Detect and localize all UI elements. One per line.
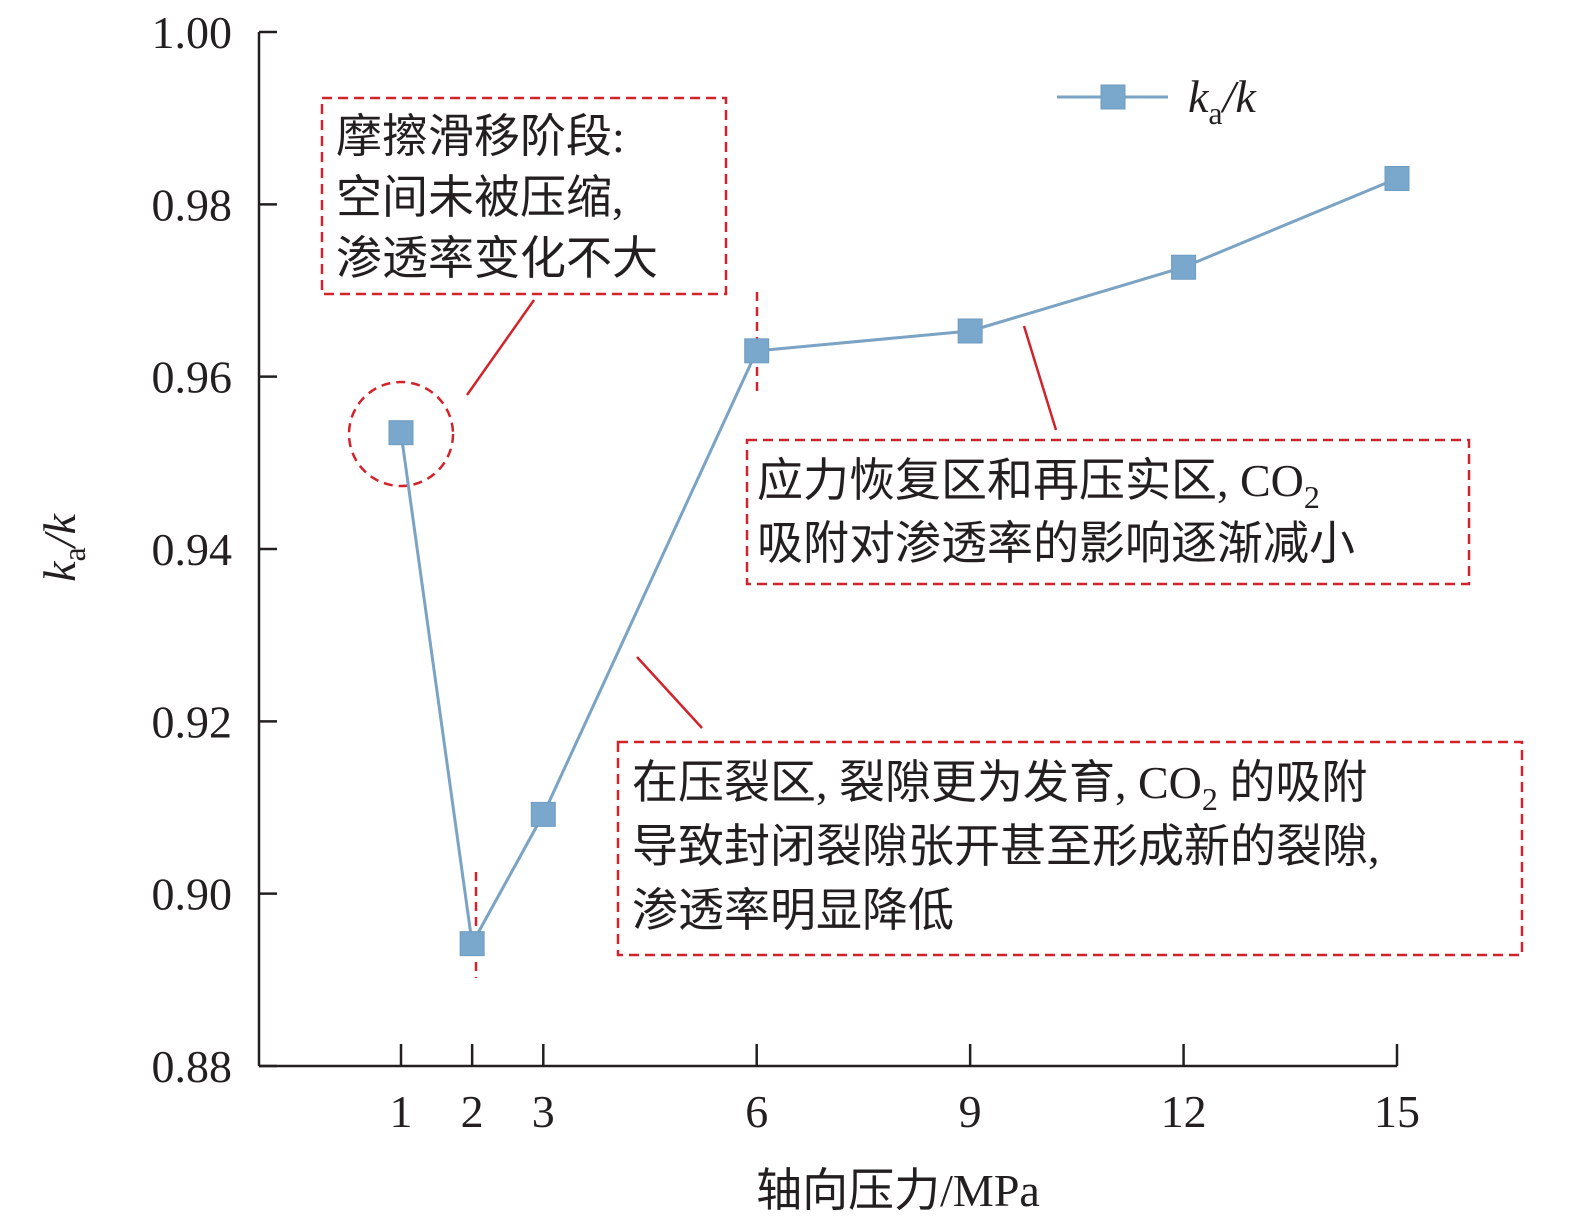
x-tick-label: 15 [1374,1086,1420,1137]
y-tick-label: 0.96 [152,352,233,403]
annotation-box-recovery [745,438,1471,586]
x-tick-label: 3 [532,1086,555,1137]
y-tick-label: 0.88 [152,1041,233,1092]
x-axis-title: 轴向压力/MPa [756,1165,1040,1216]
legend-marker [1100,84,1126,110]
data-point-marker [1171,254,1197,280]
data-point-marker [1384,165,1410,191]
y-ticks: 0.88 0.90 0.92 0.94 0.96 0.98 1.00 [152,7,277,1092]
annotation-fracture-leader [636,656,703,729]
series-markers [388,165,1410,957]
annotation-friction-line-3: 渗透率变化不大 [336,233,658,284]
annotation-fracture-line-3: 渗透率明显降低 [632,885,954,936]
annotation-highlight-circle [347,380,455,488]
annotation-friction-line-2: 空间未被压缩, [336,172,624,223]
annotation-recovery-line-1-text: 应力恢复区和再压实区, CO [757,455,1304,506]
x-tick-label: 2 [461,1086,484,1137]
legend-label-main: k [1188,71,1210,122]
x-ticks: 1 2 3 6 9 12 15 [390,1044,1420,1137]
annotation-fracture-line-1-post: 的吸附 [1218,757,1368,808]
y-axis-title-tail: /k [34,513,85,551]
x-tick-label: 12 [1161,1086,1207,1137]
y-tick-label: 1.00 [152,7,233,58]
annotations: 摩擦滑移阶段: 空间未被压缩, 渗透率变化不大 应力恢复区和再压实区, CO2 … [320,96,1524,978]
data-point-marker [957,318,983,344]
annotation-friction-line-1: 摩擦滑移阶段: [336,111,625,162]
data-point-marker [388,420,414,446]
x-tick-label: 6 [745,1086,768,1137]
annotation-box-fracture [616,740,1524,957]
y-tick-label: 0.94 [152,524,233,575]
y-tick-label: 0.92 [152,696,233,747]
legend: ka/k [1057,71,1257,131]
annotation-recovery-line-1-sub: 2 [1304,479,1320,515]
annotation-recovery-line-2: 吸附对渗透率的影响逐渐减小 [757,518,1355,569]
annotation-fracture-line-1-text: 在压裂区, 裂隙更为发育, CO [632,757,1202,808]
annotation-friction-leader [465,299,536,396]
x-tick-label: 9 [959,1086,982,1137]
annotation-fracture-line-2: 导致封闭裂隙张开甚至形成新的裂隙, [632,821,1380,872]
series-ka-k [388,165,1410,957]
data-point-marker [459,931,485,957]
legend-label-tail: /k [1220,71,1258,122]
legend-label: ka/k [1188,71,1257,131]
data-point-marker [744,338,770,364]
annotation-recovery-leader [1022,325,1058,431]
legend-label-sub: a [1208,95,1222,131]
x-tick-label: 1 [390,1086,413,1137]
y-tick-label: 0.90 [152,869,233,920]
annotation-box-friction [320,96,728,296]
data-point-marker [530,801,556,827]
y-axis-title: ka/k [34,513,92,582]
y-tick-label: 0.98 [152,179,233,230]
y-axis-title-main: k [34,560,85,582]
annotation-fracture-line-1-sub: 2 [1202,781,1218,817]
y-axis-title-sub: a [56,547,92,561]
annotation-fracture-line-1: 在压裂区, 裂隙更为发育, CO2 的吸附 [632,757,1367,817]
annotation-recovery-line-1: 应力恢复区和再压实区, CO2 [757,455,1320,515]
